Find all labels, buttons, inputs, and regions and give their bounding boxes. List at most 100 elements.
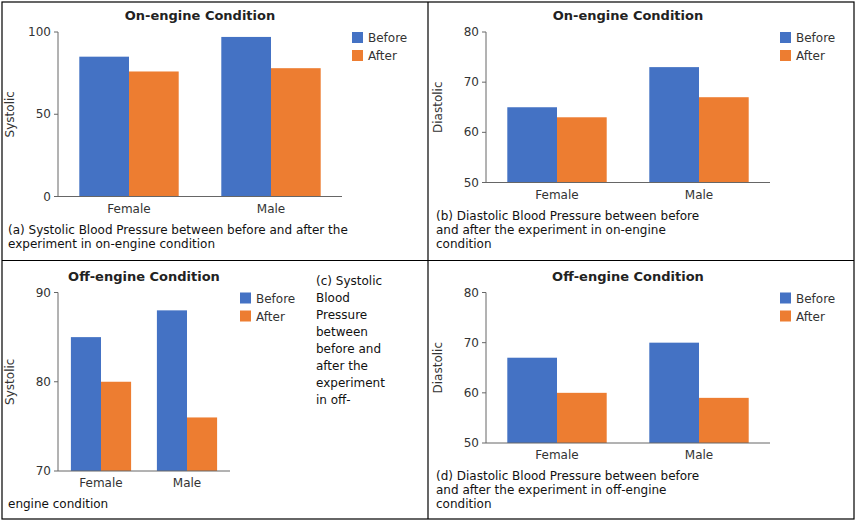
bars <box>507 343 748 443</box>
bar <box>187 417 217 471</box>
tick-label: Male <box>257 202 285 216</box>
y-axis-label: Diastolic <box>431 82 445 134</box>
tick-mark <box>54 32 58 33</box>
bar <box>649 67 699 182</box>
caption: (d) Diastolic Blood Pressure between bef… <box>436 469 699 483</box>
tick-mark <box>54 292 58 293</box>
tick-mark <box>482 342 486 343</box>
tick-mark <box>482 443 486 444</box>
y-axis-label: Systolic <box>3 359 17 405</box>
x-axis-line <box>486 443 770 444</box>
bar <box>79 57 129 197</box>
tick-label: 60 <box>464 125 479 139</box>
legend-label: Before <box>796 31 835 45</box>
tick-mark <box>482 82 486 83</box>
tick-label: 70 <box>464 75 479 89</box>
bar <box>699 97 749 182</box>
caption: between <box>316 325 368 339</box>
legend-swatch <box>780 50 791 61</box>
bar <box>507 358 557 443</box>
legend-label: After <box>368 49 397 63</box>
tick-label: 0 <box>43 190 51 204</box>
legend-label: Before <box>256 292 295 306</box>
legend-label: After <box>796 310 825 324</box>
bar <box>271 68 321 196</box>
x-axis-line <box>58 471 230 472</box>
y-axis-line <box>486 293 487 444</box>
legend-swatch <box>780 32 791 43</box>
title: On-engine Condition <box>553 8 703 23</box>
caption: condition <box>436 497 491 511</box>
tick-label: 60 <box>464 386 479 400</box>
title: On-engine Condition <box>125 8 275 23</box>
title: Off-engine Condition <box>552 269 704 284</box>
bar <box>699 398 749 443</box>
y-axis-line <box>58 32 59 197</box>
tick-mark <box>482 182 486 183</box>
legend-swatch <box>780 293 791 304</box>
tick-label: 70 <box>464 336 479 350</box>
tick-label: 100 <box>28 25 51 39</box>
legend-label: Before <box>796 292 835 306</box>
caption: after the <box>316 359 368 373</box>
tick-mark <box>482 292 486 293</box>
legend-label: Before <box>368 31 407 45</box>
tick-label: 90 <box>36 286 51 300</box>
tick-mark <box>54 196 58 197</box>
bar <box>129 71 179 196</box>
tick-mark <box>54 381 58 382</box>
bar <box>557 393 607 443</box>
bars <box>79 37 320 197</box>
legend-swatch <box>352 32 363 43</box>
legend-swatch <box>240 293 251 304</box>
panel: On-engine ConditionSystolic050100FemaleM… <box>3 8 407 251</box>
tick-mark <box>54 471 58 472</box>
tick-mark <box>482 132 486 133</box>
caption: (c) Systolic <box>316 274 382 288</box>
tick-mark <box>482 32 486 33</box>
caption: experiment in on-engine condition <box>8 237 215 251</box>
tick-mark <box>54 114 58 115</box>
tick-label: Female <box>107 202 150 216</box>
x-axis-line <box>486 182 770 183</box>
legend-swatch <box>240 311 251 322</box>
bar <box>101 382 131 471</box>
bar <box>71 337 101 471</box>
panel: Off-engine ConditionDiastolic50607080Fem… <box>431 269 835 521</box>
y-axis-line <box>486 32 487 183</box>
caption: (b) Diastolic Blood Pressure between bef… <box>436 209 699 223</box>
tick-label: 80 <box>464 25 479 39</box>
caption: engine condition <box>8 497 108 511</box>
bars <box>71 310 217 471</box>
caption: Pressure <box>316 308 367 322</box>
border <box>2 2 854 519</box>
bar <box>157 310 187 471</box>
tick-label: Male <box>685 448 713 462</box>
bar <box>649 343 699 443</box>
tick-label: Male <box>173 476 201 490</box>
bar <box>221 37 271 197</box>
tick-label: Male <box>685 188 713 202</box>
tick-label: 80 <box>36 375 51 389</box>
caption: Blood <box>316 291 350 305</box>
y-axis-label: Systolic <box>3 91 17 137</box>
legend-label: After <box>796 49 825 63</box>
tick-label: 70 <box>36 464 51 478</box>
bar <box>507 107 557 182</box>
caption: (a) Systolic Blood Pressure between befo… <box>8 223 348 237</box>
legend-label: After <box>256 310 285 324</box>
tick-label: 80 <box>464 286 479 300</box>
bar <box>557 117 607 182</box>
caption: and after the experiment in off-engine <box>436 483 666 497</box>
panel: On-engine ConditionDiastolic50607080Fema… <box>431 8 835 433</box>
y-axis-line <box>58 293 59 472</box>
bars <box>507 67 748 182</box>
x-axis-line <box>58 196 342 197</box>
title: Off-engine Condition <box>68 269 220 284</box>
tick-label: Female <box>535 448 578 462</box>
caption: and after the experiment in on-engine <box>436 223 666 237</box>
caption: in off- <box>316 393 351 407</box>
figure: On-engine ConditionSystolic050100FemaleM… <box>0 0 856 521</box>
caption: experiment <box>316 376 385 390</box>
panel: Off-engine ConditionSystolic708090Female… <box>3 269 385 521</box>
